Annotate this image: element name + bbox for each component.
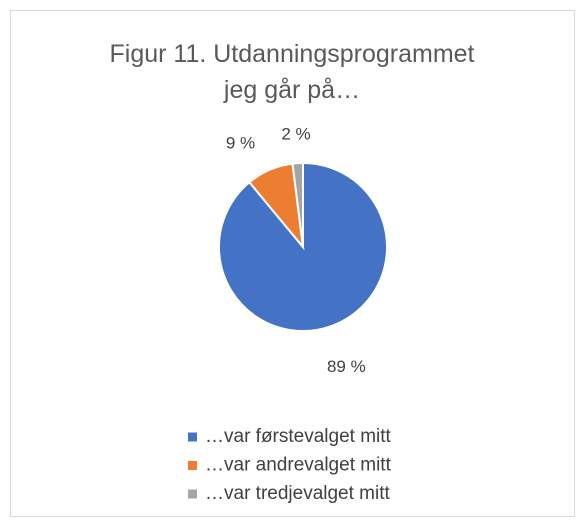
legend-label: …var tredjevalget mitt	[205, 483, 391, 504]
chart-title: Figur 11. Utdanningsprogrammet jeg går p…	[109, 40, 475, 104]
legend-marker	[188, 489, 197, 499]
legend-marker	[188, 432, 197, 442]
data-label: 2 %	[281, 125, 310, 144]
legend-label: …var førstevalget mitt	[205, 426, 392, 447]
legend-label: …var andrevalget mitt	[205, 455, 392, 476]
data-label: 89 %	[327, 357, 366, 376]
legend-marker	[188, 461, 197, 470]
data-label: 9 %	[226, 134, 255, 153]
pie-slice	[291, 161, 304, 248]
